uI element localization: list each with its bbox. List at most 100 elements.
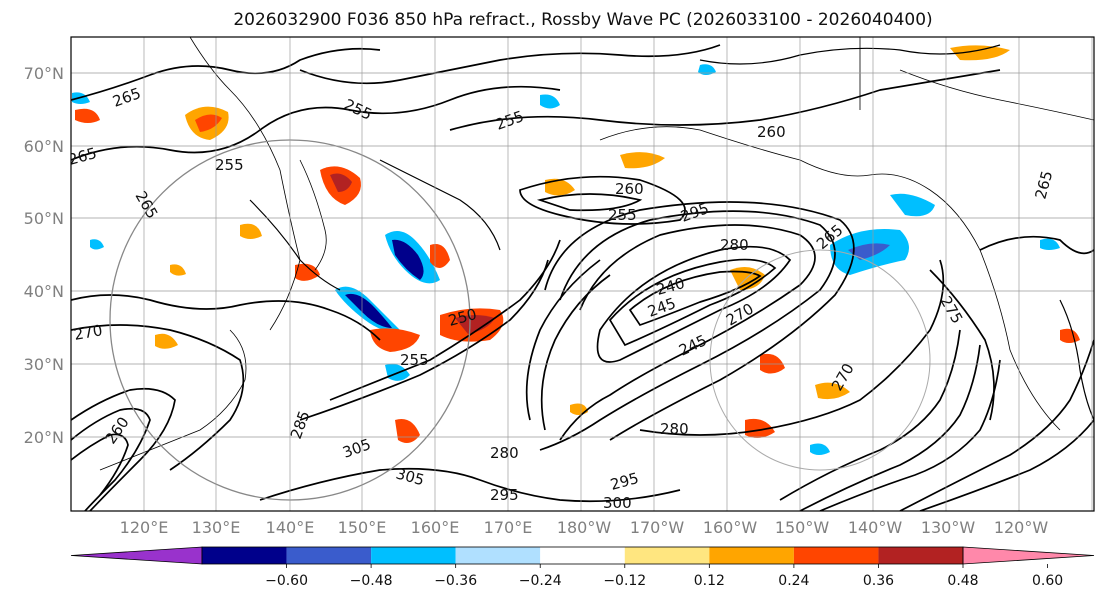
colorbar-tick-label: 0.60 <box>1032 573 1063 589</box>
positive-anomaly-patch <box>170 264 186 276</box>
lat-label-50n: 50°N <box>24 209 64 228</box>
positive-anomaly-patch <box>370 328 420 352</box>
colorbar-bin <box>371 547 456 564</box>
colorbar-bin <box>624 547 710 564</box>
coastline <box>189 37 301 331</box>
lon-label: 180°W <box>557 518 612 537</box>
contour-line <box>71 324 245 471</box>
contour-label: 295 <box>490 486 519 504</box>
positive-anomaly-patch <box>240 223 262 239</box>
contour-line <box>539 210 836 451</box>
contour-label: 260 <box>615 180 644 198</box>
coastline <box>99 329 247 471</box>
longitude-axis: 120°E 130°E 140°E 150°E 160°E 170°E 180°… <box>120 518 1049 537</box>
contour-line <box>249 199 341 291</box>
coastlines <box>99 37 1094 471</box>
lon-label: 170°W <box>630 518 685 537</box>
lon-label: 170°E <box>484 518 533 537</box>
lon-label: 140°E <box>266 518 315 537</box>
contour-line <box>71 47 381 101</box>
graticule <box>71 37 1094 511</box>
contour-line <box>799 344 981 511</box>
colorbar-bin <box>540 547 625 564</box>
colorbar-tick-label: 0.12 <box>694 573 725 589</box>
positive-anomaly-patch <box>545 178 575 196</box>
contour-label: 280 <box>490 444 519 462</box>
contour-line <box>779 329 961 501</box>
lon-label: 120°E <box>120 518 169 537</box>
positive-anomaly-patch <box>730 266 765 290</box>
colorbar-tick-label: −0.48 <box>350 573 393 589</box>
lon-label: 130°W <box>921 518 976 537</box>
positive-anomaly-patch <box>1060 328 1080 343</box>
colorbar-extension-low <box>70 546 203 565</box>
negative-anomaly-patch <box>1040 238 1060 250</box>
lon-label: 120°W <box>994 518 1049 537</box>
coastline <box>859 37 1094 121</box>
colorbar-bin <box>455 547 541 564</box>
contour-line <box>628 270 762 327</box>
contour-label: 280 <box>660 420 689 438</box>
positive-anomaly-patch <box>745 418 775 438</box>
colorbar-tick-label: 0.48 <box>947 573 978 589</box>
contour-label: 255 <box>400 351 429 369</box>
contour-line <box>596 245 792 363</box>
contour-line <box>71 433 129 496</box>
contour-line <box>71 294 381 341</box>
lat-label-40n: 40°N <box>24 282 64 301</box>
negative-anomaly-patch <box>890 193 935 217</box>
colorbar: −0.60 −0.48 −0.36 −0.24 −0.12 0.12 0.24 0.36 0.4… <box>70 546 1095 589</box>
negative-anomaly-patch <box>345 293 392 328</box>
lon-label: 130°E <box>192 518 241 537</box>
latitude-axis: 70°N 60°N 50°N 40°N 30°N 20°N <box>24 64 64 447</box>
positive-anomaly-patch <box>330 173 352 192</box>
contour-label: 300 <box>603 494 632 512</box>
map-title: 2026032900 F036 850 hPa refract., Rossby… <box>233 10 932 30</box>
coastline <box>299 159 327 271</box>
positive-anomaly-patch <box>950 45 1010 61</box>
positive-anomaly-patch <box>815 382 850 400</box>
lon-label: 150°W <box>775 518 830 537</box>
colorbar-tick-label: −0.60 <box>265 573 308 589</box>
colorbar-bin <box>878 547 963 564</box>
contour-line <box>544 201 855 441</box>
lon-label: 160°W <box>703 518 758 537</box>
contour-line <box>608 258 777 347</box>
map-panel: 265 255 255 260 265 255 265 260 255 295 … <box>70 36 1095 512</box>
map-frame <box>70 36 1095 512</box>
lon-label: 150°E <box>338 518 387 537</box>
negative-anomaly-patch <box>810 443 830 455</box>
contour-line <box>71 407 151 511</box>
contour-line <box>919 419 1094 511</box>
contour-line <box>71 387 176 511</box>
contour-line <box>71 85 561 161</box>
lat-label-30n: 30°N <box>24 355 64 374</box>
negative-anomaly-patch <box>848 243 890 260</box>
contour-line <box>379 159 501 251</box>
contour-line <box>639 259 945 436</box>
colorbar-extension-high <box>962 546 1095 565</box>
colorbar-tick-label: −0.36 <box>434 573 477 589</box>
contour-line <box>929 269 995 421</box>
contour-label: 280 <box>720 236 749 254</box>
contour-line <box>259 467 681 503</box>
contour-line <box>525 259 601 421</box>
colorbar-tick-label: 0.24 <box>778 573 809 589</box>
lon-label: 160°E <box>411 518 460 537</box>
colorbar-tick-label: −0.12 <box>603 573 646 589</box>
coastline <box>599 126 1061 431</box>
contour-line <box>819 359 1001 511</box>
range-ring <box>709 249 931 471</box>
colorbar-tick-label: −0.24 <box>519 573 562 589</box>
contour-line <box>536 193 643 212</box>
contour-label: 270 <box>73 321 104 344</box>
colorbar-bin <box>709 547 794 564</box>
negative-anomaly-patch <box>698 64 716 75</box>
colorbar-tick-label: 0.36 <box>863 573 894 589</box>
lat-label-60n: 60°N <box>24 137 64 156</box>
contour-label: 260 <box>757 123 786 141</box>
colorbar-bin <box>286 547 372 564</box>
contour-label: 255 <box>215 156 244 174</box>
contour-line <box>979 235 1094 255</box>
